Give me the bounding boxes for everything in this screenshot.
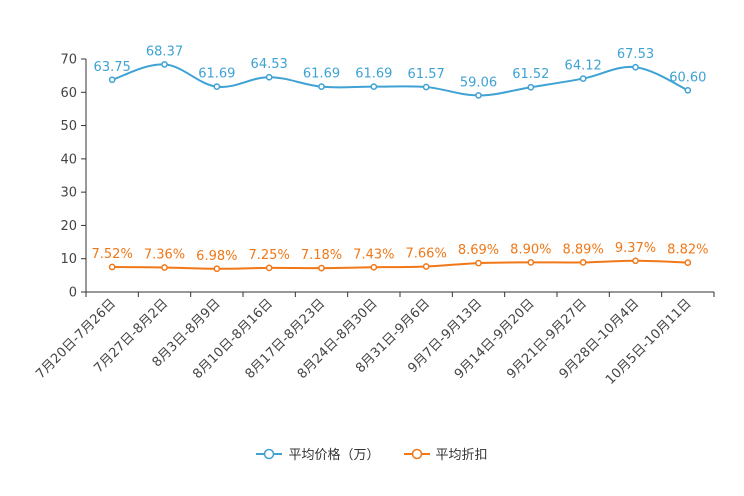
legend-label-discount: 平均折扣 (435, 448, 488, 463)
data-point[interactable] (632, 63, 639, 71)
data-point[interactable] (161, 264, 168, 271)
data-point[interactable] (579, 75, 587, 82)
series-layer: 63.75 68.37 61.69 64.53 61.69 61.69 61.57 59.06… (92, 44, 708, 273)
data-label: 7.52% (92, 247, 133, 262)
data-point[interactable] (527, 259, 535, 266)
line-marker-icon (403, 448, 430, 459)
data-label: 61.69 (198, 67, 235, 82)
y-tick-label: 60 (60, 86, 77, 101)
data-point[interactable] (318, 83, 325, 91)
legend-item-price[interactable]: 平均价格（万） (256, 444, 380, 463)
data-label: 59.06 (460, 75, 497, 90)
data-point[interactable] (422, 263, 430, 270)
data-label: 61.69 (303, 67, 340, 82)
data-point[interactable] (265, 264, 273, 272)
data-label: 7.36% (144, 248, 185, 263)
data-label: 7.66% (406, 247, 447, 262)
data-label: 8.82% (667, 243, 708, 258)
y-axis: 0 10 20 30 40 50 60 70 (60, 53, 87, 301)
data-point[interactable] (265, 73, 273, 81)
data-label: 8.69% (458, 243, 499, 258)
y-tick-label: 10 (60, 252, 77, 267)
legend: 平均价格（万） 平均折扣 (0, 444, 744, 463)
data-label: 6.98% (196, 249, 237, 264)
legend-item-discount[interactable]: 平均折扣 (403, 444, 488, 463)
data-point[interactable] (684, 86, 692, 94)
series-price: 63.75 68.37 61.69 64.53 61.69 61.69 61.57 59.06… (94, 44, 706, 99)
series-line (112, 259, 688, 270)
y-tick-label: 0 (69, 286, 77, 301)
data-label: 63.75 (94, 60, 131, 75)
data-label: 67.53 (617, 47, 654, 62)
data-point[interactable] (213, 83, 221, 91)
data-point[interactable] (579, 259, 587, 266)
data-label: 60.60 (669, 70, 706, 85)
data-label: 61.52 (512, 67, 549, 82)
data-point[interactable] (527, 83, 535, 91)
data-point[interactable] (475, 92, 482, 99)
data-label: 8.90% (510, 242, 551, 257)
data-label: 8.89% (563, 242, 604, 257)
data-point[interactable] (422, 83, 430, 91)
data-point[interactable] (475, 259, 482, 267)
data-label: 68.37 (146, 44, 183, 59)
y-tick-label: 70 (60, 53, 77, 68)
data-point[interactable] (632, 257, 639, 265)
data-label: 7.25% (249, 248, 290, 263)
data-label: 64.12 (565, 59, 602, 74)
data-point[interactable] (370, 263, 378, 271)
x-axis: 7月20日-7月26日7月27日-8月2日8月3日-8月9日8月10日-8月16… (33, 291, 715, 388)
data-label: 61.57 (408, 67, 445, 82)
data-point[interactable] (370, 83, 378, 91)
data-point[interactable] (318, 264, 325, 272)
series-discount: 7.52% 7.36% 6.98% 7.25% 7.18% 7.43% 7.66% 8.69%… (92, 241, 708, 273)
y-tick-label: 40 (60, 152, 77, 167)
data-point[interactable] (108, 263, 116, 271)
data-label: 7.43% (353, 247, 394, 262)
data-label: 9.37% (615, 241, 656, 256)
data-point[interactable] (684, 259, 692, 266)
data-label: 61.69 (355, 67, 392, 82)
y-tick-label: 50 (60, 119, 77, 134)
line-marker-icon (256, 448, 283, 459)
data-point[interactable] (108, 76, 116, 84)
series-line (111, 63, 689, 97)
legend-label-price: 平均价格（万） (288, 448, 380, 463)
data-label: 7.18% (301, 248, 342, 263)
data-point[interactable] (213, 265, 221, 273)
y-tick-label: 20 (60, 219, 77, 234)
data-point[interactable] (161, 61, 168, 68)
data-label: 64.53 (251, 57, 288, 72)
y-tick-label: 30 (60, 186, 77, 201)
